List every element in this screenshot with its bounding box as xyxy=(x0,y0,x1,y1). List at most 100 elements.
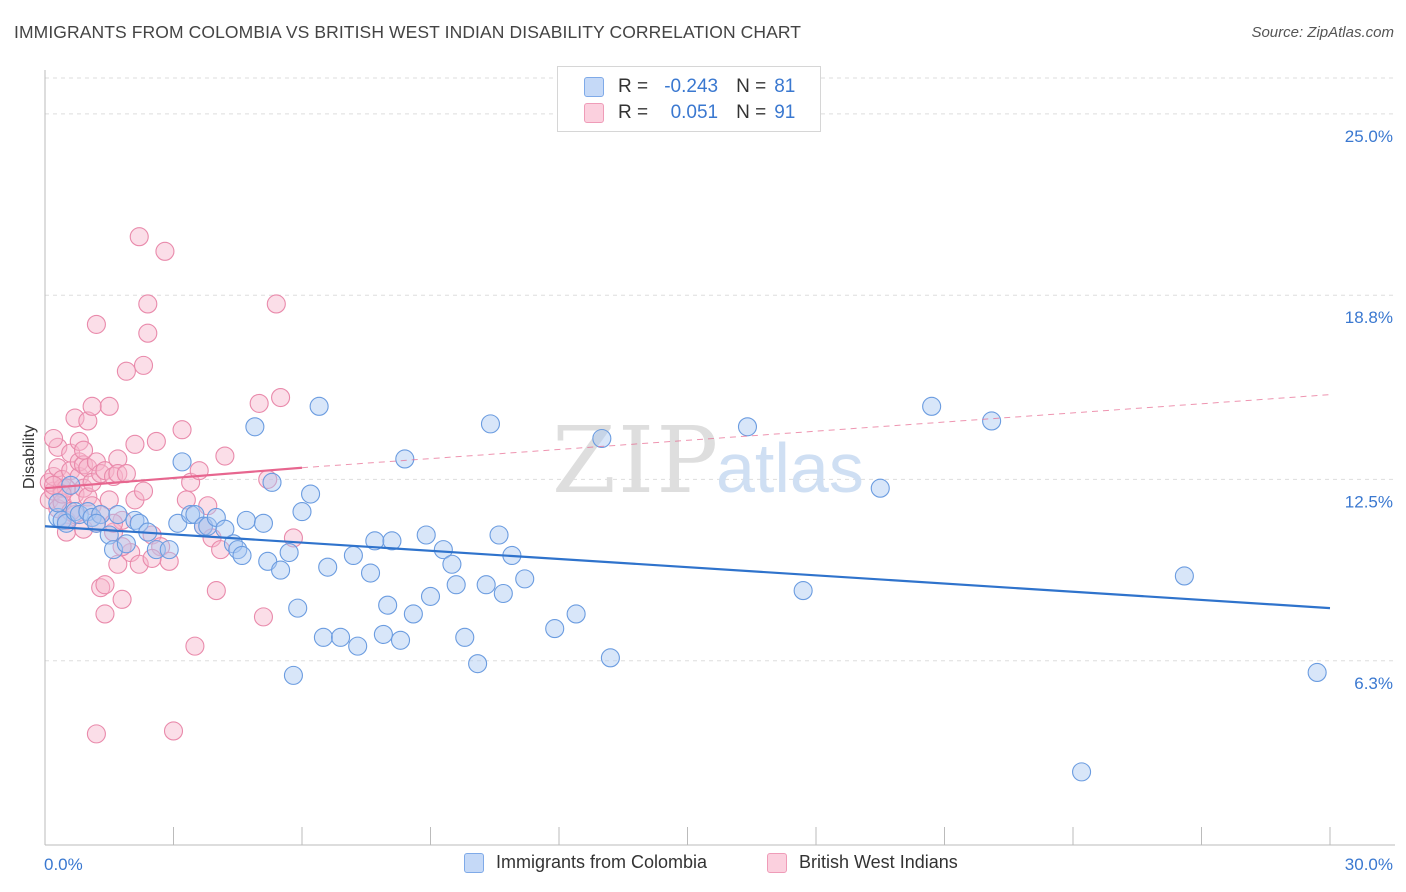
data-point-bwi xyxy=(99,396,119,416)
data-point-colombia xyxy=(262,472,282,492)
legend-n-value: 81 xyxy=(774,76,796,97)
data-point-bwi xyxy=(48,437,68,457)
data-point-bwi xyxy=(271,387,291,408)
data-point-colombia xyxy=(592,428,612,449)
data-point-colombia xyxy=(309,396,329,416)
data-point-colombia xyxy=(468,654,488,674)
data-point-bwi xyxy=(69,431,89,451)
data-point-bwi xyxy=(163,721,184,741)
data-point-colombia xyxy=(793,581,813,601)
data-point-colombia xyxy=(395,449,415,469)
x-tick-label-min: 0.0% xyxy=(44,855,83,874)
data-point-bwi xyxy=(78,487,98,507)
data-point-bwi xyxy=(116,361,136,381)
data-point-colombia xyxy=(172,452,192,472)
data-point-colombia xyxy=(737,417,758,437)
data-point-colombia xyxy=(245,417,265,437)
legend-n-label: N = xyxy=(736,76,767,97)
trend-lines xyxy=(44,394,1331,610)
data-point-colombia xyxy=(403,604,423,624)
data-point-colombia xyxy=(116,534,136,554)
y-tick-label: 12.5% xyxy=(1345,492,1393,511)
data-point-bwi xyxy=(253,607,274,627)
data-point-bwi xyxy=(206,581,226,601)
data-point-bwi xyxy=(133,355,154,375)
data-point-bwi xyxy=(82,396,102,416)
data-point-colombia xyxy=(455,627,475,647)
trend-line-bwi-extension xyxy=(301,394,1331,469)
legend-swatch-blue xyxy=(584,77,604,97)
data-point-bwi xyxy=(138,294,158,314)
y-tick-label: 6.3% xyxy=(1354,674,1393,693)
data-point-colombia xyxy=(416,525,436,545)
data-point-bwi xyxy=(215,446,235,466)
y-tick-label: 18.8% xyxy=(1345,308,1393,327)
data-point-colombia xyxy=(365,531,385,551)
data-point-colombia xyxy=(292,502,312,522)
data-point-colombia xyxy=(181,504,201,525)
data-point-colombia xyxy=(922,396,942,416)
data-point-bwi xyxy=(108,449,128,469)
data-point-colombia xyxy=(232,545,252,566)
data-point-colombia xyxy=(330,627,351,647)
data-point-colombia xyxy=(253,513,274,533)
chart-title: IMMIGRANTS FROM COLOMBIA VS BRITISH WEST… xyxy=(14,22,802,42)
bottom-legend-swatch-pink xyxy=(767,852,787,873)
data-point-colombia xyxy=(159,540,179,560)
data-point-colombia xyxy=(86,513,106,533)
data-point-colombia xyxy=(360,563,381,583)
data-point-colombia xyxy=(48,493,68,513)
data-point-colombia xyxy=(870,478,890,498)
data-point-colombia xyxy=(373,624,393,644)
data-point-colombia xyxy=(489,525,509,545)
data-point-colombia xyxy=(378,595,398,615)
data-point-colombia xyxy=(420,586,441,606)
data-point-bwi xyxy=(95,575,115,595)
data-point-bwi xyxy=(116,464,136,484)
data-point-colombia xyxy=(515,569,535,589)
blue-series-points xyxy=(48,396,1327,782)
data-point-bwi xyxy=(266,294,286,314)
legend-row-colombia: R = -0.243 N = 81 xyxy=(584,75,795,99)
data-point-bwi xyxy=(155,241,175,261)
bottom-legend-bwi: British West Indians xyxy=(767,852,958,873)
watermark-zip: ZIP xyxy=(552,407,720,514)
legend-r-label: R = xyxy=(618,102,649,123)
legend: R = -0.243 N = 81 R = 0.051 N = 91 xyxy=(557,66,821,132)
data-point-colombia xyxy=(982,411,1002,431)
data-point-bwi xyxy=(125,434,145,454)
data-point-colombia xyxy=(480,414,501,434)
data-point-bwi xyxy=(78,411,98,431)
data-point-colombia xyxy=(1174,566,1194,586)
bottom-legend-colombia: Immigrants from Colombia xyxy=(464,852,707,873)
data-point-colombia xyxy=(442,554,462,574)
legend-r-value: -0.243 xyxy=(664,76,719,97)
data-point-colombia xyxy=(476,575,496,595)
data-point-colombia xyxy=(283,665,303,685)
data-point-bwi xyxy=(86,724,106,744)
data-point-bwi xyxy=(74,440,94,460)
trend-line-bwi xyxy=(44,466,303,490)
data-point-bwi xyxy=(44,428,64,449)
watermark-atlas: atlas xyxy=(716,429,864,507)
data-point-bwi xyxy=(129,227,149,247)
bottom-legend-label-bwi: British West Indians xyxy=(799,852,958,872)
bottom-legend-label-colombia: Immigrants from Colombia xyxy=(496,852,708,872)
legend-row-bwi: R = 0.051 N = 91 xyxy=(584,101,795,125)
data-point-bwi xyxy=(146,431,166,451)
data-point-bwi xyxy=(95,604,115,624)
watermark: ZIP atlas xyxy=(552,407,864,514)
data-point-bwi xyxy=(176,490,196,510)
data-point-colombia xyxy=(600,648,620,668)
data-point-colombia xyxy=(433,540,453,560)
data-point-bwi xyxy=(185,636,205,656)
data-point-colombia xyxy=(108,504,128,525)
data-point-bwi xyxy=(108,554,128,574)
trend-line-colombia xyxy=(44,525,1331,610)
data-point-colombia xyxy=(1072,762,1092,782)
data-point-colombia xyxy=(91,504,111,525)
data-point-colombia xyxy=(318,557,338,577)
data-point-bwi xyxy=(138,323,158,343)
legend-n-value: 91 xyxy=(774,102,796,123)
